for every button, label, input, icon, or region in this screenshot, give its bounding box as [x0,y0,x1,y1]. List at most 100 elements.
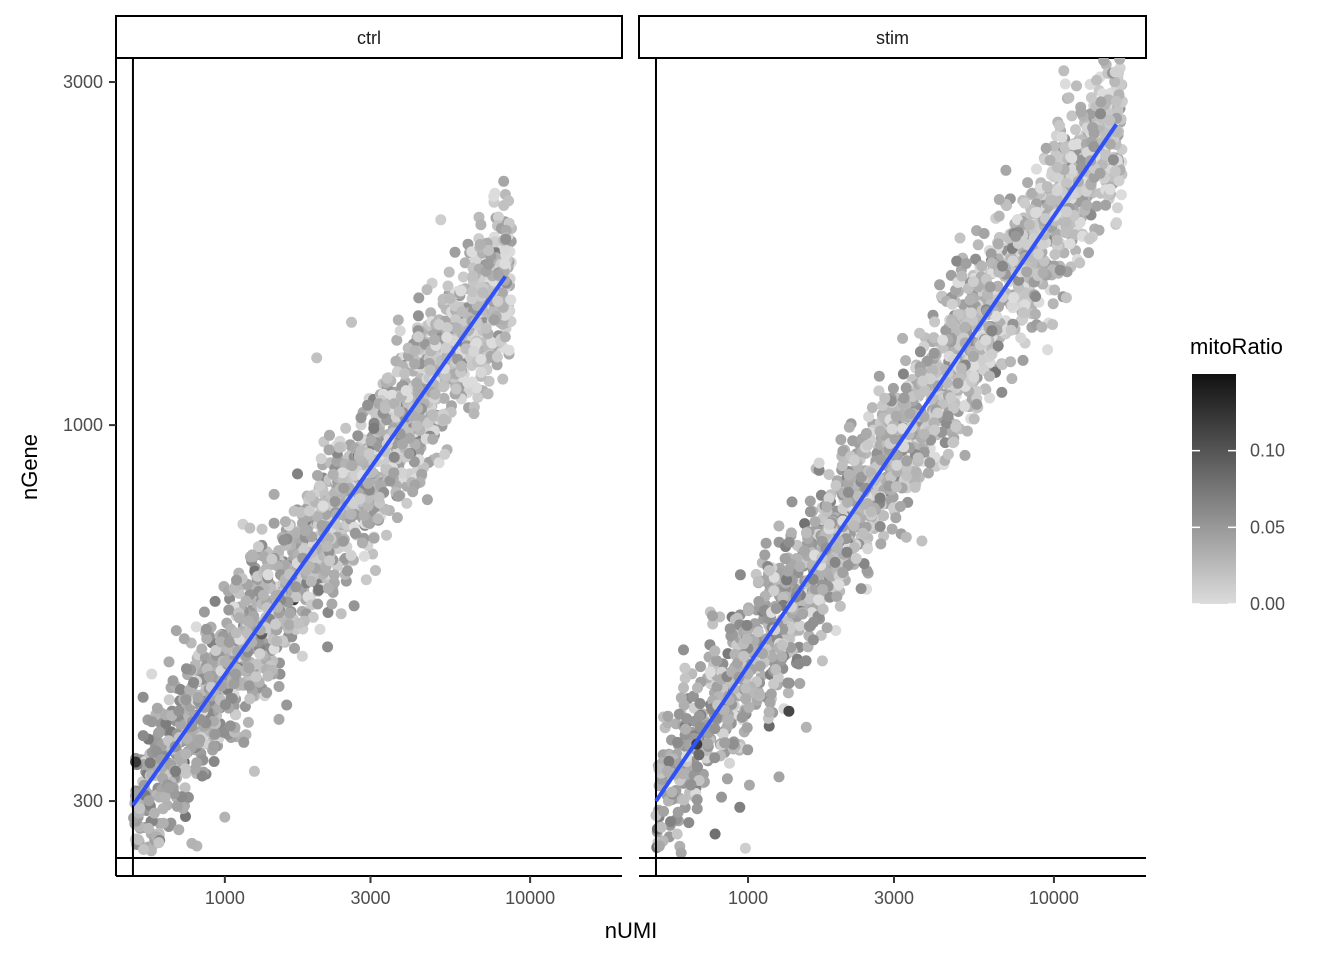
scatter-point [499,331,511,343]
facet-panel-ctrl: ctrl 1000 3000 10000 [115,15,623,908]
scatter-point [143,795,155,807]
scatter-point [505,294,517,306]
scatter-point [704,666,716,678]
color-legend: mitoRatio 0.00 0.05 0.10 [1190,334,1285,614]
scatter-point [411,420,423,432]
scatter-point [492,295,504,307]
scatter-point [785,527,797,539]
scatter-point [985,248,997,260]
scatter-point [1037,267,1049,279]
scatter-point [1059,78,1071,90]
scatter-point [1051,161,1063,173]
outlier-point [1088,141,1100,153]
scatter-point [404,432,415,444]
scatter-point [1067,163,1079,175]
outlier-point [1095,108,1106,120]
scatter-point [201,633,213,645]
scatter-point [770,603,782,614]
scatter-point [148,807,160,819]
outlier-point [1061,206,1073,218]
outlier-point [346,316,357,328]
scatter-point [782,687,794,699]
scatter-point [151,746,162,757]
scatter-point [874,521,886,532]
scatter-point [300,564,312,576]
scatter-point [455,360,467,372]
scatter-point [965,307,977,319]
scatter-point [724,623,736,635]
scatter-point [1113,175,1125,187]
scatter-point [181,733,193,745]
scatter-point [314,480,326,492]
scatter-point [388,467,400,479]
outlier-point [897,332,909,344]
scatter-point [1005,356,1016,368]
scatter-point [1100,199,1112,211]
scatter-point [675,847,687,859]
scatter-point [307,611,319,623]
scatter-point [1104,114,1116,126]
scatter-point [329,496,341,508]
scatter-point [421,494,433,506]
scatter-point [429,388,441,400]
scatter-point [146,716,158,728]
x-ticks-ctrl: 1000 3000 10000 [205,876,555,908]
scatter-point [729,648,741,660]
scatter-point [394,325,406,337]
scatter-point [503,344,515,356]
scatter-point [794,620,806,632]
scatter-point [1030,291,1042,302]
scatter-point [345,508,357,520]
scatter-point [326,598,338,610]
scatter-point [990,310,1002,322]
scatter-point [897,368,909,380]
scatter-point [151,702,163,714]
scatter-point [680,723,692,735]
scatter-point [322,607,334,618]
outlier-point [440,342,452,354]
scatter-point [399,368,411,380]
scatter-point [865,506,877,518]
scatter-point [171,800,183,812]
scatter-point [1000,164,1012,176]
scatter-point [322,582,334,594]
scatter-point [997,260,1008,272]
outlier-point [293,617,305,629]
scatter-point [887,382,899,394]
scatter-point [901,455,913,467]
scatter-point [142,822,154,834]
scatter-point [160,717,172,729]
scatter-point [967,351,979,362]
scatter-point [891,459,903,471]
scatter-point [742,744,754,756]
outlier-point [739,842,751,854]
scatter-point [843,421,855,433]
scatter-point [457,271,469,283]
scatter-point [450,383,462,395]
outlier-point [392,314,404,326]
scatter-point [1074,257,1086,269]
scatter-point [191,757,203,769]
scatter-point [759,549,771,561]
scatter-point [299,525,311,537]
scatter-point [959,449,971,461]
scatter-point [1056,131,1068,143]
scatter-point [483,244,494,256]
scatter-point [740,683,752,695]
scatter-point [1023,219,1035,231]
scatter-point [327,468,339,480]
scatter-point [360,574,372,586]
scatter-point [238,736,250,748]
legend-tick-label: 0.00 [1250,594,1285,614]
scatter-point [672,806,684,818]
scatter-point [866,402,878,414]
scatter-point [134,803,146,815]
scatter-point [922,467,934,479]
scatter-point [396,467,408,479]
scatter-point [167,675,179,687]
scatter-point [262,569,274,581]
y-axis-title: nGene [17,434,42,500]
scatter-point [475,353,487,365]
scatter-point [918,428,930,440]
scatter-point [848,455,860,466]
